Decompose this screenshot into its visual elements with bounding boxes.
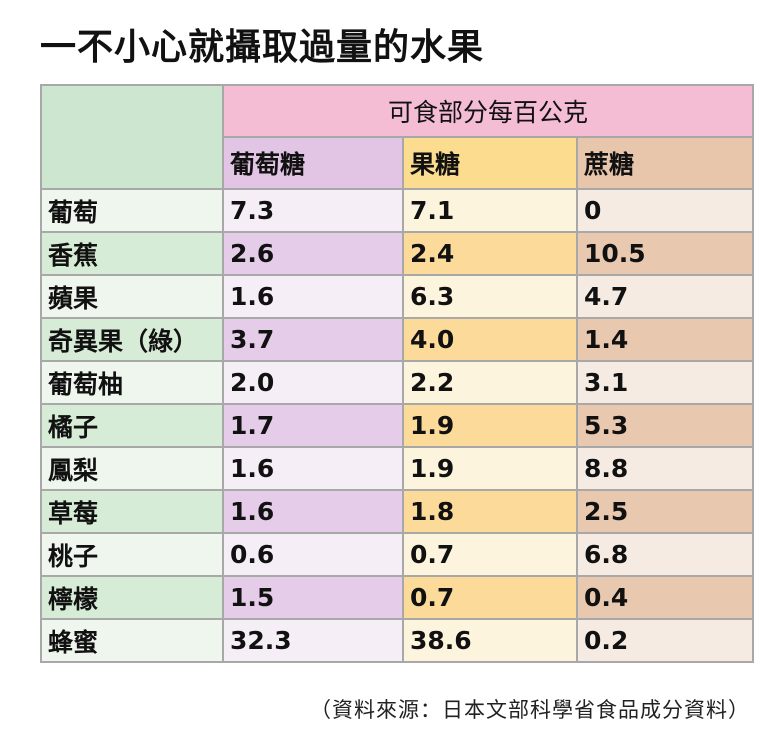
fructose-value-cell: 4.0 <box>402 317 578 362</box>
glucose-value-cell: 1.5 <box>222 575 404 620</box>
table-row: 蜂蜜 32.3 38.6 0.2 <box>40 618 755 663</box>
source-note: （資料來源：日本文部科學省食品成分資料） <box>310 698 750 722</box>
glucose-value-cell: 32.3 <box>222 618 404 663</box>
fruit-name-cell: 蜂蜜 <box>40 618 224 663</box>
sucrose-value-cell: 10.5 <box>575 231 755 276</box>
fructose-value-cell: 6.3 <box>402 274 578 319</box>
fruit-name-cell: 檸檬 <box>40 575 224 620</box>
table-row: 草莓 1.6 1.8 2.5 <box>40 489 755 534</box>
sucrose-value-cell: 2.5 <box>575 489 755 534</box>
fruit-name-cell: 奇異果（綠） <box>40 317 224 362</box>
table-row: 鳳梨 1.6 1.9 8.8 <box>40 446 755 491</box>
table-group-header-row: 可食部分每百公克 <box>40 84 755 190</box>
sucrose-value-cell: 6.8 <box>575 532 755 577</box>
column-header-sucrose: 蔗糖 <box>575 136 755 190</box>
fructose-value-cell: 7.1 <box>402 188 578 233</box>
fruit-name-cell: 橘子 <box>40 403 224 448</box>
table-row: 蘋果 1.6 6.3 4.7 <box>40 274 755 319</box>
fruit-name-cell: 鳳梨 <box>40 446 224 491</box>
glucose-value-cell: 1.6 <box>222 489 404 534</box>
glucose-value-cell: 2.0 <box>222 360 404 405</box>
sucrose-value-cell: 3.1 <box>575 360 755 405</box>
glucose-value-cell: 1.7 <box>222 403 404 448</box>
fruit-name-cell: 香蕉 <box>40 231 224 276</box>
glucose-value-cell: 0.6 <box>222 532 404 577</box>
fruit-name-cell: 葡萄柚 <box>40 360 224 405</box>
glucose-value-cell: 7.3 <box>222 188 404 233</box>
sucrose-value-cell: 1.4 <box>575 317 755 362</box>
table-row: 橘子 1.7 1.9 5.3 <box>40 403 755 448</box>
table-row: 葡萄 7.3 7.1 0 <box>40 188 755 233</box>
fructose-value-cell: 0.7 <box>402 532 578 577</box>
column-header-fructose: 果糖 <box>402 136 578 190</box>
fruit-name-cell: 桃子 <box>40 532 224 577</box>
fructose-value-cell: 1.9 <box>402 403 578 448</box>
fructose-value-cell: 2.2 <box>402 360 578 405</box>
fructose-value-cell: 0.7 <box>402 575 578 620</box>
fructose-value-cell: 1.9 <box>402 446 578 491</box>
table-corner-cell <box>40 84 224 190</box>
table-column-header-row: 葡萄糖 果糖 蔗糖 <box>41 136 755 190</box>
group-header: 可食部分每百公克 <box>221 84 755 138</box>
table-row: 葡萄柚 2.0 2.2 3.1 <box>40 360 755 405</box>
glucose-value-cell: 1.6 <box>222 446 404 491</box>
table-row: 奇異果（綠） 3.7 4.0 1.4 <box>40 317 755 362</box>
column-header-glucose: 葡萄糖 <box>222 136 404 190</box>
fruit-name-cell: 葡萄 <box>40 188 224 233</box>
glucose-value-cell: 1.6 <box>222 274 404 319</box>
page-title: 一不小心就攝取過量的水果 <box>40 27 485 68</box>
glucose-value-cell: 3.7 <box>222 317 404 362</box>
fructose-value-cell: 2.4 <box>402 231 578 276</box>
glucose-value-cell: 2.6 <box>222 231 404 276</box>
fruit-name-cell: 蘋果 <box>40 274 224 319</box>
table-row: 檸檬 1.5 0.7 0.4 <box>40 575 755 620</box>
sucrose-value-cell: 5.3 <box>575 403 755 448</box>
sucrose-value-cell: 0 <box>575 188 755 233</box>
table-body: 葡萄 7.3 7.1 0 香蕉 2.6 2.4 10.5 蘋果 1.6 6.3 4.7 奇異果（綠） 3.… <box>40 188 755 663</box>
sucrose-value-cell: 0.4 <box>575 575 755 620</box>
sucrose-value-cell: 8.8 <box>575 446 755 491</box>
fruit-name-cell: 草莓 <box>40 489 224 534</box>
fructose-value-cell: 38.6 <box>402 618 578 663</box>
table-row: 桃子 0.6 0.7 6.8 <box>40 532 755 577</box>
fructose-value-cell: 1.8 <box>402 489 578 534</box>
sucrose-value-cell: 4.7 <box>575 274 755 319</box>
sugar-content-table: 可食部分每百公克 葡萄糖 果糖 蔗糖 葡萄 7.3 7.1 0 香蕉 2.6 2.4 10.5… <box>40 84 755 663</box>
table-row: 香蕉 2.6 2.4 10.5 <box>40 231 755 276</box>
sucrose-value-cell: 0.2 <box>575 618 755 663</box>
